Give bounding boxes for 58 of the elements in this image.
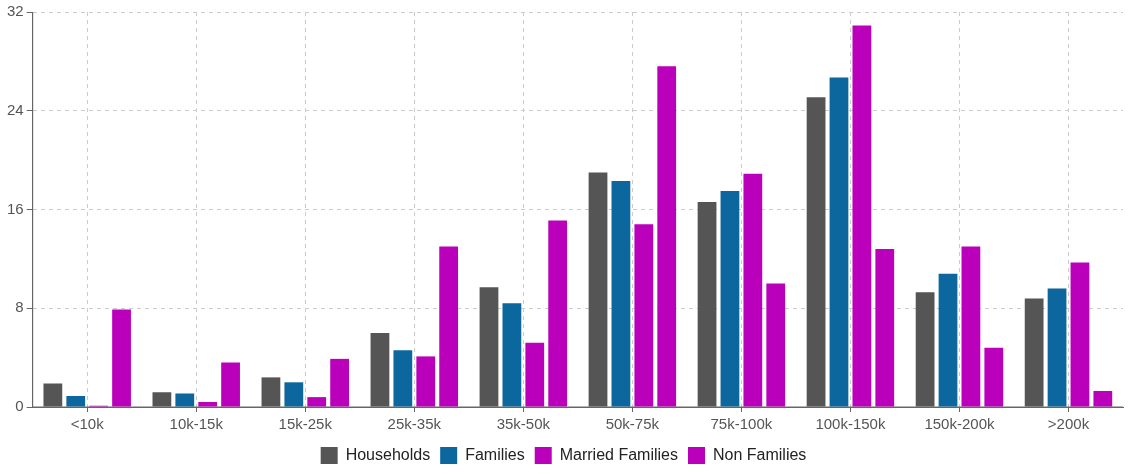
bar (221, 362, 240, 407)
x-tick-label: 50k-75k (605, 415, 660, 433)
bar (284, 382, 304, 407)
bar (393, 350, 413, 407)
bar (152, 392, 172, 407)
bar (1024, 298, 1044, 407)
bar (697, 202, 717, 407)
bar (984, 347, 1004, 407)
x-tick-label: 25k-35k (387, 415, 442, 433)
bar (502, 303, 522, 407)
bar (766, 283, 786, 407)
y-tick-label: 0 (15, 397, 24, 415)
bar (479, 287, 499, 407)
x-tick-label: <10k (70, 415, 105, 433)
bar (416, 356, 436, 407)
legend-label: Households (345, 445, 431, 463)
bar (1070, 262, 1090, 407)
x-tick-label: 150k-200k (924, 415, 995, 433)
x-tick-label: 100k-150k (815, 415, 886, 433)
bar (330, 358, 349, 407)
bar (439, 246, 459, 407)
bar (307, 397, 327, 407)
x-tick-label: >200k (1047, 415, 1090, 433)
x-tick-label: 15k-25k (278, 415, 333, 433)
legend-label: Families (465, 445, 525, 463)
bar (198, 402, 218, 407)
bar (525, 342, 545, 407)
x-tick-label: 75k-100k (710, 415, 773, 433)
bar (1047, 288, 1067, 407)
x-tick-label: 10k-15k (169, 415, 224, 433)
bar (261, 377, 281, 407)
bar (43, 383, 63, 407)
legend-label: Non Families (712, 445, 807, 463)
bar (743, 173, 763, 407)
legend-label: Married Families (559, 445, 678, 463)
bar (915, 292, 935, 407)
bar (66, 395, 86, 407)
bar (548, 220, 568, 407)
bar (875, 249, 895, 407)
y-tick-label: 8 (15, 298, 24, 316)
bar (852, 25, 872, 407)
bar (938, 273, 958, 407)
bar (112, 309, 131, 407)
bar (634, 224, 654, 407)
bar (175, 393, 195, 407)
bar (720, 190, 740, 407)
bar (588, 172, 608, 407)
bar (370, 332, 390, 407)
y-tick-label: 24 (7, 100, 24, 118)
x-tick-label: 35k-50k (496, 415, 551, 433)
bar (611, 181, 631, 407)
bar (961, 246, 981, 407)
y-tick-label: 32 (7, 2, 24, 20)
bar (806, 97, 826, 407)
bar (657, 66, 677, 407)
y-tick-label: 16 (7, 199, 24, 217)
bar (829, 77, 849, 407)
bar (1093, 390, 1113, 407)
